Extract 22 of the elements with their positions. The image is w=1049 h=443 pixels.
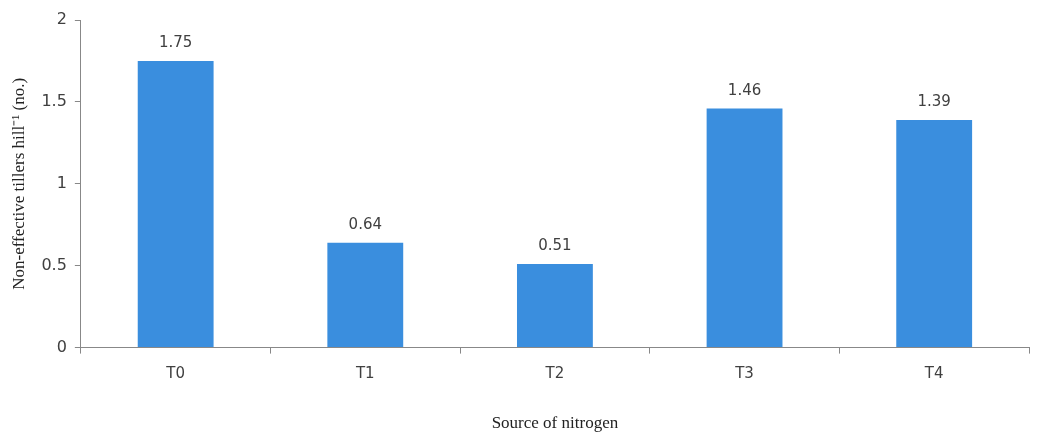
data-label: 0.51 xyxy=(538,236,572,255)
y-tick-label: 0 xyxy=(56,336,67,356)
bar xyxy=(327,242,404,348)
bar xyxy=(706,108,783,348)
y-tick-label: 2 xyxy=(56,9,67,29)
x-tick-label: T4 xyxy=(923,364,944,383)
x-tick-label: T0 xyxy=(165,364,186,383)
y-tick-label: 0.5 xyxy=(41,254,67,274)
y-tick-label: 1 xyxy=(56,172,67,192)
x-tick-label: T2 xyxy=(544,364,565,383)
data-label: 1.46 xyxy=(727,80,762,99)
x-tick-label: T3 xyxy=(734,364,754,383)
data-label: 0.64 xyxy=(348,215,382,234)
bar xyxy=(137,60,214,348)
bar xyxy=(896,119,973,348)
data-label: 1.39 xyxy=(917,92,951,111)
y-axis-title: Non-effective tillers hill⁻¹ (no.) xyxy=(8,77,28,290)
y-tick-label: 1.5 xyxy=(41,91,67,111)
data-label: 1.75 xyxy=(158,33,193,52)
x-axis-title: Source of nitrogen xyxy=(491,413,619,433)
bar xyxy=(517,264,593,348)
x-tick-label: T1 xyxy=(354,364,375,383)
